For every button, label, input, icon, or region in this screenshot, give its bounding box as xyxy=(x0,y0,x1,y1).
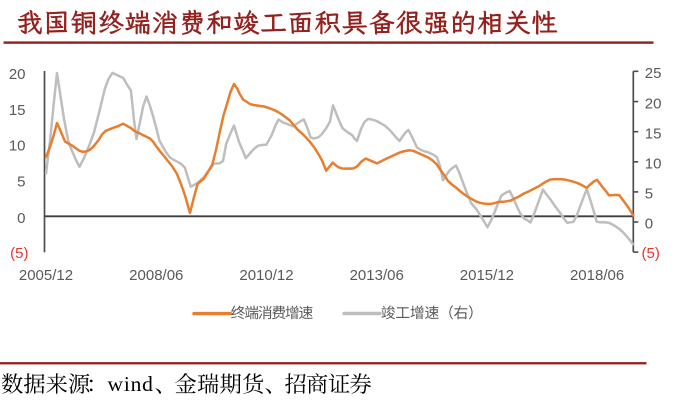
svg-text:5: 5 xyxy=(645,186,653,203)
svg-text:5: 5 xyxy=(17,174,25,191)
svg-text:0: 0 xyxy=(645,216,653,233)
svg-text:(5): (5) xyxy=(10,245,28,262)
svg-text:15: 15 xyxy=(645,125,662,142)
svg-text:25: 25 xyxy=(645,65,662,82)
svg-text:2005/12: 2005/12 xyxy=(19,267,73,284)
svg-text:15: 15 xyxy=(9,102,26,119)
svg-text:2013/06: 2013/06 xyxy=(350,267,404,284)
svg-text:wind: wind xyxy=(108,372,154,396)
svg-text:20: 20 xyxy=(9,66,26,83)
svg-text:2010/12: 2010/12 xyxy=(239,267,293,284)
svg-text:0: 0 xyxy=(17,210,25,227)
svg-text:10: 10 xyxy=(645,156,662,173)
svg-text:2018/06: 2018/06 xyxy=(570,267,624,284)
svg-text:2008/06: 2008/06 xyxy=(129,267,183,284)
svg-text:10: 10 xyxy=(9,138,26,155)
svg-text:20: 20 xyxy=(645,95,662,112)
svg-text:2015/12: 2015/12 xyxy=(460,267,514,284)
svg-text:(5): (5) xyxy=(642,245,660,262)
